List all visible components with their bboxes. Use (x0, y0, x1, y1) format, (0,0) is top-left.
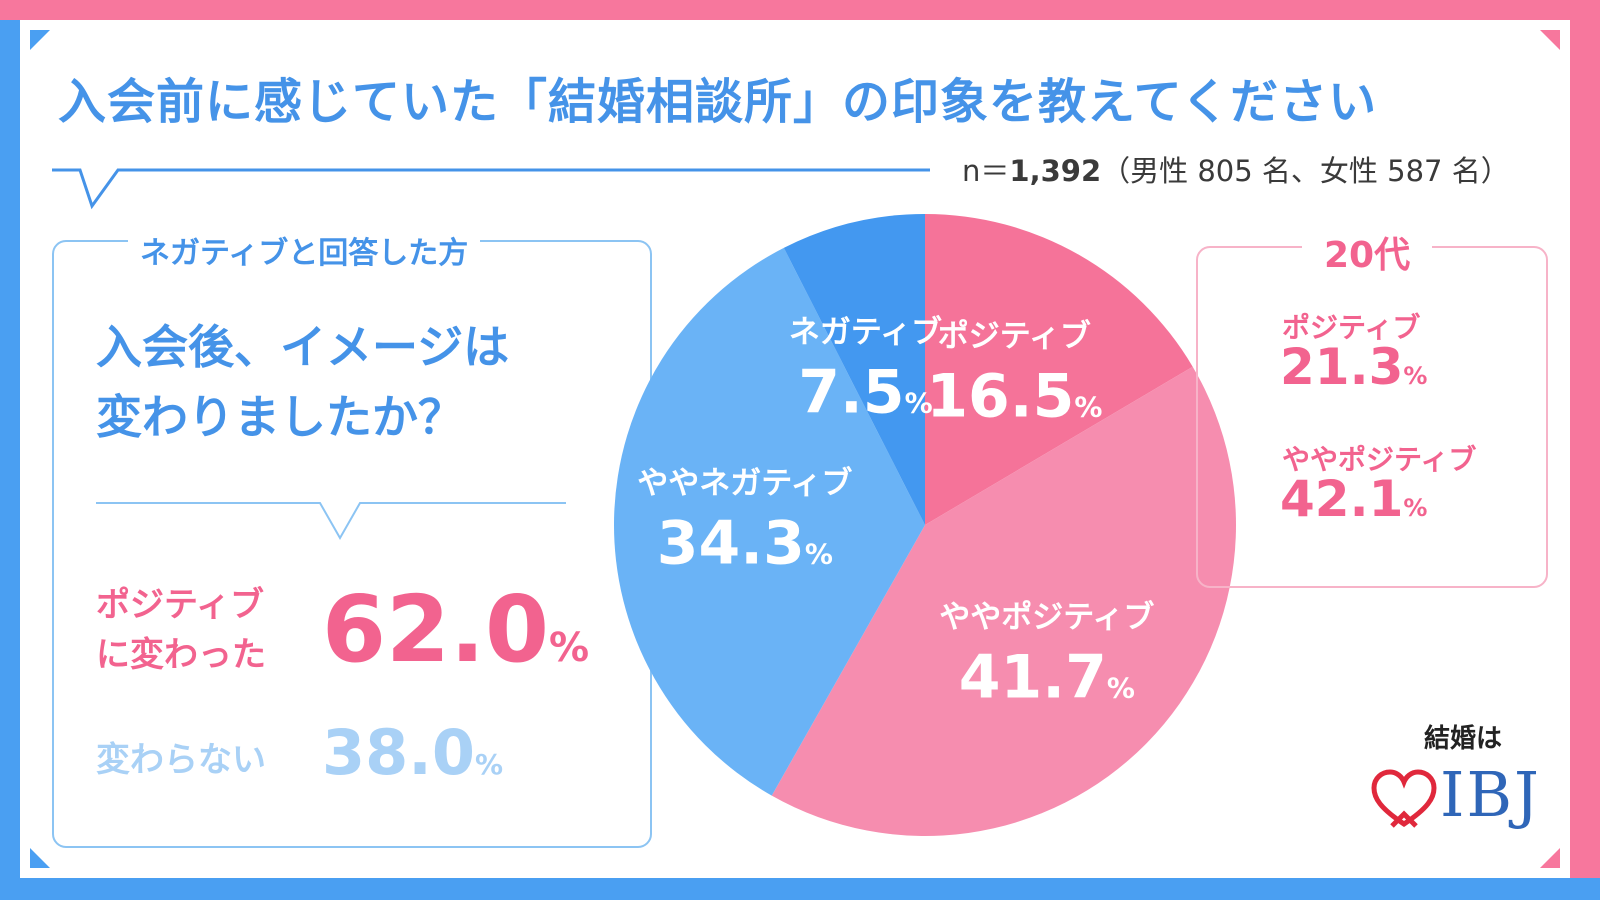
unchanged-value: 38.0% (322, 716, 503, 789)
sample-n: 1,392 (1009, 154, 1102, 188)
slice-value-label: 41.7% (959, 642, 1135, 712)
pie-slice (783, 214, 925, 525)
question-line-2: 変わりましたか？ (96, 390, 464, 444)
percent-sign: % (1403, 362, 1428, 390)
pie-chart: ポジティブ16.5%ややポジティブ41.7%ややネガティブ34.3%ネガティブ7… (614, 214, 1236, 836)
positive-change-number: 62.0 (322, 576, 549, 683)
logo-tagline: 結婚は (1424, 724, 1503, 754)
corner-triangle-bottom-right (1540, 848, 1560, 868)
logo-brand: IBJ (1440, 758, 1541, 831)
slice-value-label: 34.3% (657, 509, 833, 579)
sample-size: n＝1,392（男性 805 名、女性 587 名） (962, 148, 1510, 190)
twenties-somewhat-positive-value: 42.1% (1280, 470, 1427, 528)
corner-triangle-top-left (30, 30, 50, 50)
percent-sign: % (474, 748, 504, 781)
pie-slice (614, 247, 925, 796)
frame-top-bar (0, 0, 1600, 20)
unchanged-number: 38.0 (322, 716, 475, 789)
slice-category-label: ややネガティブ (637, 466, 852, 502)
title-underline (52, 168, 930, 210)
sample-prefix: n＝ (962, 154, 1010, 188)
positive-change-label-line-2: に変わった (96, 635, 266, 675)
pie-slice (771, 366, 1236, 836)
frame-bottom-bar (0, 878, 1600, 900)
percent-sign: % (549, 625, 590, 671)
slice-category-label: ポジティブ (938, 318, 1091, 354)
twenties-somewhat-positive-number: 42.1 (1280, 470, 1404, 528)
percent-sign: % (1403, 494, 1428, 522)
slice-category-label: ややポジティブ (939, 599, 1154, 635)
positive-change-label-line-1: ポジティブ (96, 585, 264, 625)
twenties-positive-value: 21.3% (1280, 338, 1427, 396)
unchanged-label: 変わらない (96, 740, 266, 780)
pie-slice (925, 214, 1193, 525)
twenties-label: 20代 (1302, 226, 1433, 278)
sample-detail: （男性 805 名、女性 587 名） (1101, 154, 1510, 188)
slice-value-label: 16.5% (926, 361, 1102, 431)
frame-left-bar (0, 20, 20, 900)
twenties-box (1196, 246, 1548, 588)
corner-triangle-top-right (1540, 30, 1560, 50)
question-line-1: 入会後、イメージは (96, 320, 510, 374)
twenties-positive-number: 21.3 (1280, 338, 1404, 396)
chart-title: 入会前に感じていた「結婚相談所」の印象を教えてください (58, 74, 1378, 130)
corner-triangle-bottom-left (30, 848, 50, 868)
frame-right-bar (1570, 0, 1600, 900)
twenties-positive-label: ポジティブ (1282, 311, 1421, 344)
positive-change-label: ポジティブ に変わった (96, 580, 266, 680)
negative-respondents-label: ネガティブと回答した方 (128, 228, 481, 272)
twenties-somewhat-positive-label: ややポジティブ (1282, 443, 1477, 476)
heart-icon (1371, 769, 1437, 828)
question-text: 入会後、イメージは 変わりましたか？ (96, 312, 509, 452)
slice-category-label: ネガティブ (789, 315, 942, 351)
positive-change-value: 62.0% (322, 580, 589, 698)
